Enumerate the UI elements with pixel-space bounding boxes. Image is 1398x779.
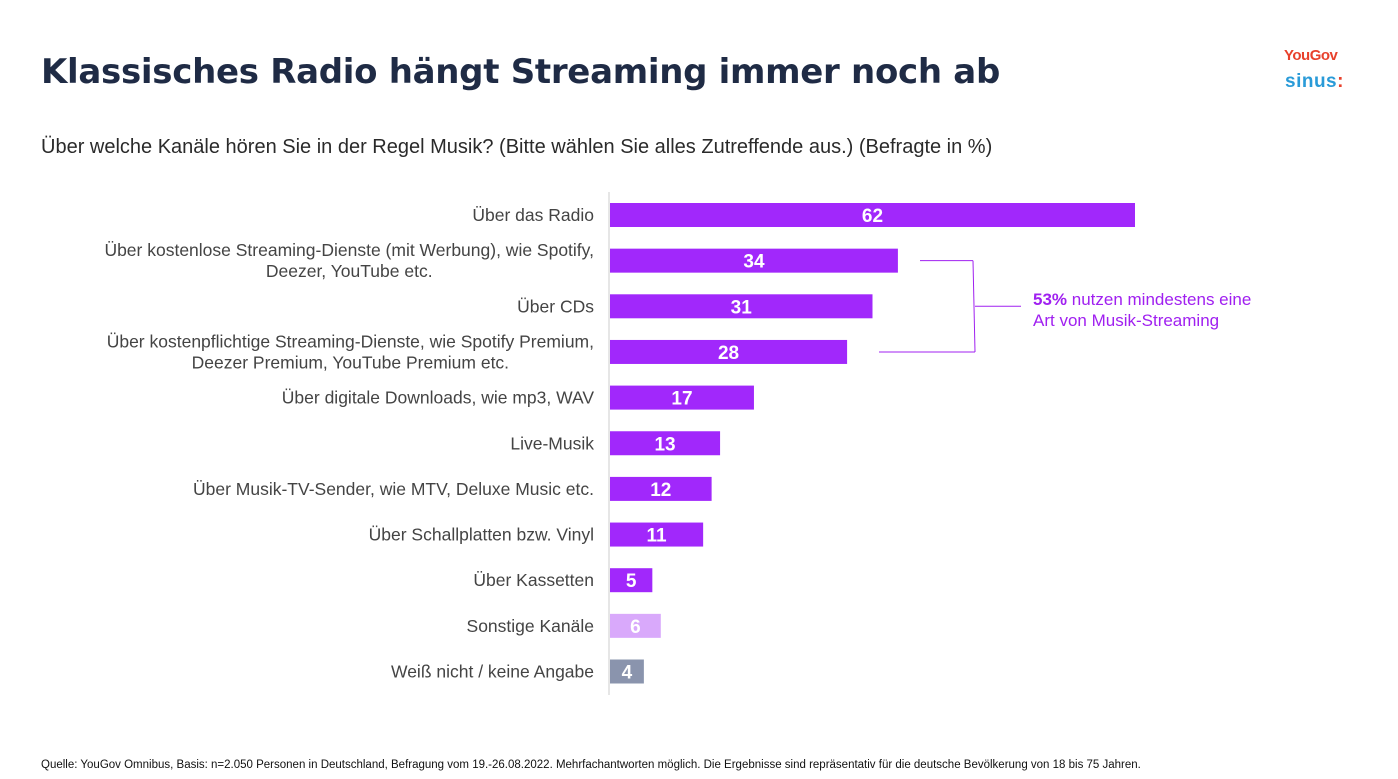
category-label: Über digitale Downloads, wie mp3, WAV: [282, 388, 595, 408]
streaming-annotation: 53% nutzen mindestens eine Art von Musik…: [1033, 289, 1251, 331]
category-label: Über CDs: [517, 296, 594, 316]
category-label: Über Musik-TV-Sender, wie MTV, Deluxe Mu…: [193, 479, 594, 499]
bar-value-label: 4: [622, 663, 633, 684]
annotation-highlight: 53%: [1033, 290, 1068, 309]
category-label: Über kostenlose Streaming-Dienste (mit W…: [104, 240, 594, 260]
bar: [610, 659, 644, 684]
category-label: Deezer, YouTube etc.: [266, 261, 433, 281]
annotation-line-2: Art von Musik-Streaming: [1033, 311, 1220, 330]
bar: [610, 613, 661, 638]
sinus-logo-dots: :: [1337, 71, 1344, 92]
bar-value-label: 12: [650, 480, 671, 501]
bar: [610, 294, 873, 319]
bar-value-label: 34: [743, 252, 765, 273]
sinus-logo-text: sinus: [1285, 71, 1338, 92]
category-label: Über kostenpflichtige Streaming-Dienste,…: [107, 331, 594, 351]
bar: [610, 385, 754, 410]
category-label: Weiß nicht / keine Angabe: [391, 662, 594, 682]
bar: [610, 522, 704, 547]
bar: [610, 568, 653, 593]
page-title: Klassisches Radio hängt Streaming immer …: [41, 52, 1000, 92]
bar-value-label: 31: [731, 297, 753, 318]
bar-value-label: 6: [630, 617, 641, 638]
bracket-line: [972, 260, 976, 352]
bar-value-label: 62: [862, 206, 883, 227]
category-label: Über Schallplatten bzw. Vinyl: [369, 525, 594, 545]
category-label: Live-Musik: [510, 433, 594, 453]
bar: [610, 248, 898, 273]
category-label: Über das Radio: [472, 205, 594, 225]
bar-value-label: 28: [718, 343, 739, 364]
bar-value-label: 17: [671, 389, 692, 410]
bar-value-label: 5: [626, 571, 637, 592]
bar: [610, 203, 1135, 227]
bar-value-label: 11: [647, 526, 668, 547]
source-footnote: Quelle: YouGov Omnibus, Basis: n=2.050 P…: [41, 759, 1141, 771]
category-label: Deezer Premium, YouTube Premium etc.: [192, 352, 509, 372]
bar: [610, 431, 721, 456]
yougov-logo: YouGov: [1284, 47, 1338, 64]
annotation-line-1: 53% nutzen mindestens eine: [1033, 289, 1251, 310]
bar: [610, 339, 848, 364]
category-label: Sonstige Kanäle: [467, 616, 594, 636]
bar: [610, 476, 712, 501]
chart-subtitle: Über welche Kanäle hören Sie in der Rege…: [41, 136, 993, 158]
category-label: Über Kassetten: [473, 570, 594, 590]
annotation-line-1-text: nutzen mindestens eine: [1067, 290, 1252, 309]
sinus-logo: sinus:: [1285, 71, 1344, 93]
bar-value-label: 13: [654, 434, 675, 455]
